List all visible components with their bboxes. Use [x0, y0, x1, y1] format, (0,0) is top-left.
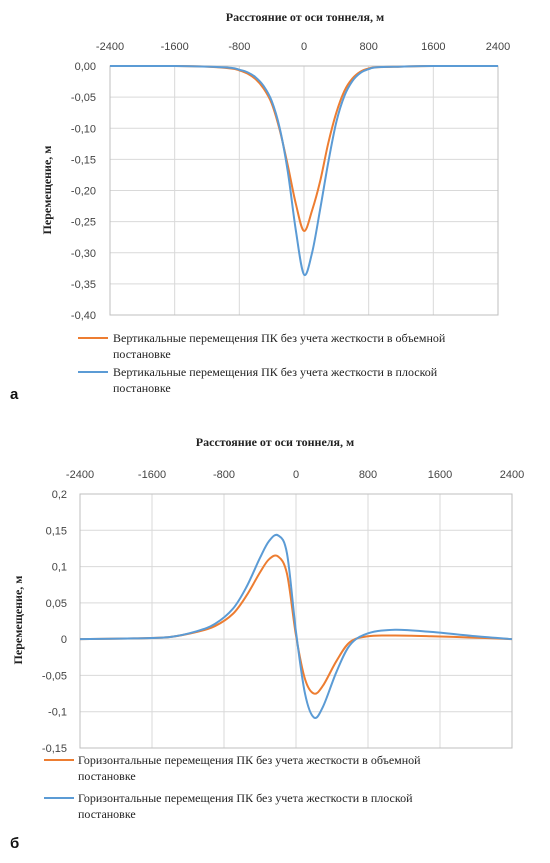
chart-panel-b: Расстояние от оси тоннеля, м -2400 -1600-…: [10, 435, 524, 852]
chart-a-x-tick-label: -2400: [96, 41, 124, 53]
chart-a-series: [109, 64, 499, 277]
chart-b-y-tick-label: -0,05: [42, 670, 67, 682]
chart-a-plot-area: [109, 65, 499, 316]
chart-a-y-tick-label: -0,05: [71, 92, 96, 104]
chart-a-x-tick-label: 1600: [421, 41, 445, 53]
chart-b-x-tick-label: -800: [213, 469, 235, 481]
chart-panel-a: Расстояние от оси тоннеля, м -2400 -1600-…: [10, 10, 510, 403]
chart-b-y-tick-label: 0,05: [46, 598, 67, 610]
chart-a-x-tick-label: -1600: [161, 41, 189, 53]
chart-a-y-ticks: 0,00 -0,05 -0,10 -0,15 -0,20 -0,25 -0,30 -0,35 -…: [71, 61, 96, 322]
chart-a-y-tick-label: -0,20: [71, 186, 96, 198]
chart-b-y-axis-label: Перемещение, м: [11, 576, 25, 665]
chart-b-x-tick-label: 2400: [500, 469, 524, 481]
chart-b-y-tick-label: 0,15: [46, 525, 67, 537]
chart-a-y-axis-label: Перемещение, м: [40, 146, 54, 235]
chart-b-y-ticks: 0,2 0,15 0,1 0,05 0 -0,05 -0,1 -0,15: [42, 489, 67, 755]
chart-a-y-tick-label: -0,15: [71, 154, 96, 166]
chart-b-y-tick-label: 0: [61, 634, 67, 646]
chart-b-x-tick-label: -2400: [66, 469, 94, 481]
chart-a-y-tick-label: -0,25: [71, 217, 96, 229]
chart-a-legend: Вертикальные перемещения ПК без учета же…: [78, 331, 448, 395]
chart-b-legend: Горизонтальные перемещения ПК без учета …: [44, 753, 424, 821]
chart-b-x-tick-label: 0: [293, 469, 299, 481]
chart-a-x-tick-label: 2400: [486, 41, 510, 53]
chart-b-x-ticks: -2400 -1600 -800 0 800 1600 2400: [66, 469, 524, 481]
chart-a-y-tick-label: -0,30: [71, 248, 96, 260]
chart-a-legend-label-1: Вертикальные перемещения ПК без учета же…: [113, 331, 448, 361]
chart-b-series: [79, 533, 513, 719]
chart-b-series-line-2: [79, 533, 513, 719]
chart-b-series-line-1: [79, 554, 513, 695]
chart-b-legend-label-1: Горизонтальные перемещения ПК без учета …: [78, 753, 424, 783]
chart-a-legend-label-2: Вертикальные перемещения ПК без учета же…: [113, 365, 440, 395]
chart-b-grid: [79, 493, 513, 749]
chart-b-y-tick-label: -0,15: [42, 743, 67, 755]
chart-b-y-tick-label: -0,1: [48, 707, 67, 719]
chart-b-plot-area: [79, 493, 513, 749]
chart-a-title: Расстояние от оси тоннеля, м: [226, 10, 384, 24]
chart-a-y-tick-label: -0,40: [71, 310, 96, 322]
chart-a-grid: [109, 65, 499, 316]
chart-a-x-tick-label: 0: [301, 41, 307, 53]
chart-b-y-tick-label: 0,1: [52, 562, 67, 574]
chart-a-series-line-2: [109, 64, 499, 277]
chart-a-y-tick-label: -0,35: [71, 279, 96, 291]
chart-b-x-tick-label: -1600: [138, 469, 166, 481]
chart-b-legend-label-2: Горизонтальные перемещения ПК без учета …: [78, 791, 416, 821]
chart-a-x-tick-label: -800: [228, 41, 250, 53]
chart-b-x-tick-label: 1600: [428, 469, 452, 481]
chart-a-y-tick-label: -0,10: [71, 123, 96, 135]
chart-a-x-ticks: -2400 -1600 -800 0 800 1600 2400: [96, 41, 510, 53]
chart-a-y-tick-label: 0,00: [75, 61, 96, 73]
chart-b-title: Расстояние от оси тоннеля, м: [196, 435, 354, 449]
chart-b-panel-letter: б: [10, 835, 19, 852]
chart-b-y-tick-label: 0,2: [52, 489, 67, 501]
chart-a-panel-letter: а: [10, 386, 19, 403]
chart-b-x-tick-label: 800: [359, 469, 377, 481]
chart-a-x-tick-label: 800: [359, 41, 377, 53]
